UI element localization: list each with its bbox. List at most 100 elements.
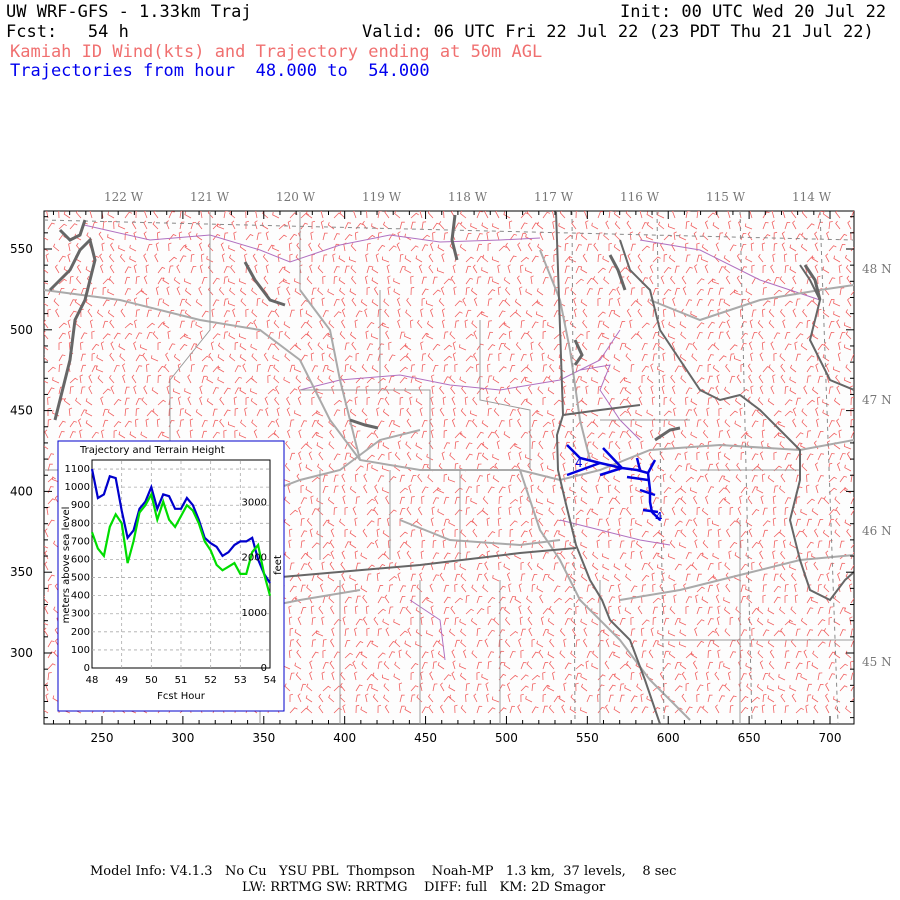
wind-barb [430, 517, 434, 527]
wind-barb [44, 269, 49, 274]
wind-barb [322, 474, 328, 483]
wind-barb [668, 630, 676, 637]
wind-barb [850, 684, 854, 692]
wind-barb [509, 705, 516, 714]
wind-barb [740, 673, 747, 681]
wind-barb [498, 386, 505, 395]
wind-barb [124, 420, 132, 428]
longitude-label: 122 W [104, 190, 144, 204]
wind-barb [300, 300, 309, 307]
wind-barb [685, 573, 691, 582]
wind-barb [492, 454, 500, 461]
wind-barb [726, 319, 731, 329]
wind-barb [124, 322, 134, 329]
wind-barb [384, 594, 390, 604]
wind-barb [707, 397, 712, 406]
wind-barb [460, 529, 467, 538]
wind-barb [759, 385, 764, 395]
wind-barb [792, 407, 797, 417]
wind-barb [564, 562, 570, 571]
wind-barb [703, 418, 709, 428]
wind-barb [586, 517, 590, 527]
wind-barb [53, 650, 60, 659]
wind-barb [531, 410, 540, 417]
wind-barb [355, 694, 361, 703]
wind-barb [157, 322, 166, 329]
wind-barb [850, 697, 854, 703]
wind-barb [845, 573, 852, 582]
wind-barb [518, 506, 522, 516]
wind-barb [308, 451, 313, 461]
wind-barb [177, 363, 181, 373]
wind-barb [289, 233, 298, 241]
wind-barb [650, 627, 654, 637]
wind-barb [690, 398, 698, 406]
wind-barb [410, 694, 416, 703]
wind-barb [761, 473, 766, 483]
wind-barb [564, 597, 573, 604]
wind-barb [553, 399, 562, 406]
wind-barb [647, 298, 654, 307]
wind-barb [641, 374, 646, 383]
wind-barb [806, 694, 812, 703]
wind-barb [581, 683, 588, 692]
wind-barb [745, 288, 753, 296]
wind-barb [212, 366, 221, 373]
wind-barb [91, 365, 99, 373]
wind-barb [113, 365, 120, 373]
wind-barb [482, 254, 489, 263]
wind-barb [712, 552, 720, 560]
wind-barb [200, 253, 205, 263]
wind-barb [806, 453, 814, 461]
wind-barb [410, 245, 419, 252]
wind-barb [398, 682, 403, 692]
wind-barb [419, 572, 423, 582]
wind-barb [465, 486, 473, 494]
wind-barb [723, 496, 731, 505]
wind-barb [619, 387, 627, 395]
wind-barb [591, 618, 599, 626]
wind-barb [651, 572, 655, 582]
wind-barb [297, 616, 302, 626]
wind-barb [729, 289, 738, 296]
wind-barb [119, 253, 126, 263]
wind-barb [415, 398, 423, 406]
wind-barb [617, 583, 621, 593]
y-tick-label: 550 [10, 242, 33, 256]
wind-barb [311, 220, 316, 230]
wind-barb [124, 231, 129, 241]
wind-barb [274, 308, 280, 318]
wind-barb [569, 706, 577, 714]
wind-barb [421, 651, 429, 659]
wind-barb [231, 220, 236, 230]
wind-barb [349, 574, 357, 582]
wind-barb [256, 330, 260, 340]
wind-barb [672, 211, 676, 219]
wind-barb [509, 377, 518, 384]
wind-barb [729, 353, 735, 362]
wind-barb [817, 606, 824, 615]
wind-barb [327, 344, 335, 351]
wind-barb [454, 222, 462, 230]
wind-barb [366, 286, 371, 296]
wind-barb [341, 319, 346, 329]
wind-barb [156, 231, 161, 241]
wind-barb [772, 495, 777, 505]
wind-barb [597, 343, 604, 351]
wind-barb [817, 497, 825, 505]
wind-barb [453, 286, 457, 296]
wind-barb [737, 506, 742, 516]
wind-barb [825, 704, 830, 714]
wind-barb [685, 463, 691, 472]
wind-barb [366, 377, 375, 384]
wind-barb [657, 640, 665, 648]
wind-barb [794, 341, 798, 351]
wind-barb [397, 572, 401, 582]
wind-barb [122, 363, 126, 373]
wind-barb [718, 684, 726, 692]
wind-barb [460, 211, 467, 219]
wind-barb [157, 341, 162, 350]
wind-barb [394, 452, 401, 461]
wind-barb [761, 429, 766, 439]
wind-barb [322, 333, 331, 340]
